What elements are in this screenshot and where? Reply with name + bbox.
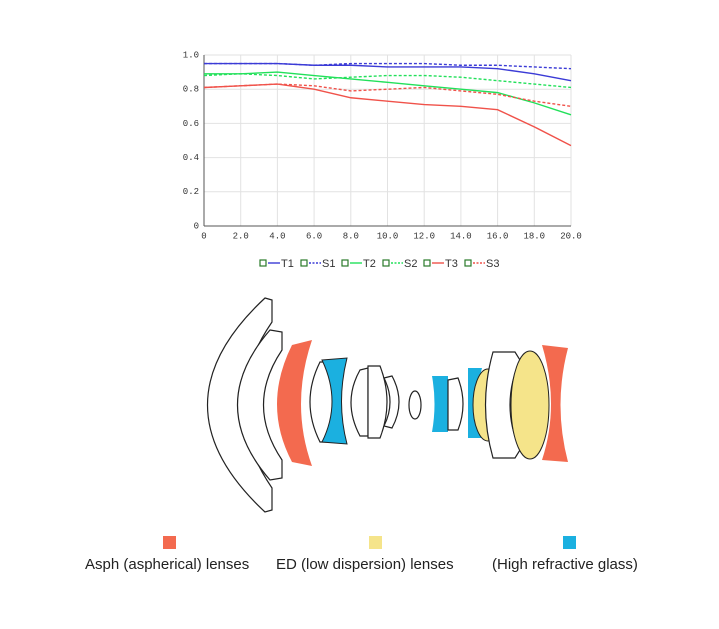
x-tick-label: 4.0	[269, 231, 285, 241]
x-tick-label: 10.0	[377, 231, 399, 241]
y-tick-label: 0	[194, 221, 199, 231]
legend-label: T1	[281, 258, 294, 270]
x-tick-label: 2.0	[233, 231, 249, 241]
lens	[236, 329, 283, 481]
legend-label: S1	[322, 258, 335, 270]
x-tick-label: 12.0	[413, 231, 435, 241]
y-tick-label: 0.8	[183, 85, 199, 95]
legend-icon	[464, 259, 472, 267]
high-refractive-lens	[321, 357, 348, 445]
legend-label: S3	[486, 258, 499, 270]
series-line	[204, 62, 572, 70]
x-tick-label: 14.0	[450, 231, 472, 241]
legend-icon	[382, 259, 390, 267]
series-line	[203, 83, 572, 107]
y-tick-label: 0.4	[183, 153, 199, 163]
y-tick-label: 0.2	[183, 187, 199, 197]
high-refractive-lens	[432, 376, 448, 432]
lens	[408, 390, 422, 420]
lens	[367, 365, 388, 439]
lens-diagram	[207, 297, 568, 513]
legend-label: T3	[445, 258, 458, 270]
legend-icon	[300, 259, 308, 267]
asph-lens	[542, 345, 568, 462]
legend-swatch	[369, 536, 382, 549]
x-tick-label: 6.0	[306, 231, 322, 241]
legend-icon	[423, 259, 431, 267]
x-tick-label: 8.0	[343, 231, 359, 241]
series-line	[203, 73, 572, 89]
ed-lens	[510, 350, 550, 460]
lens	[383, 375, 400, 429]
legend-label: Asph (aspherical) lenses	[85, 556, 249, 573]
legend-swatch	[563, 536, 576, 549]
x-tick-label: 18.0	[523, 231, 545, 241]
lens	[350, 367, 369, 437]
y-tick-label: 1.0	[183, 50, 199, 60]
legend-swatch	[163, 536, 176, 549]
x-tick-label: 16.0	[487, 231, 509, 241]
asph-lens	[277, 340, 312, 466]
legend-label: T2	[363, 258, 376, 270]
legend-icon	[341, 259, 349, 267]
lens	[447, 377, 464, 431]
legend-label: S2	[404, 258, 417, 270]
legend-icon	[259, 259, 267, 267]
legend-label: (High refractive glass)	[492, 556, 638, 573]
x-tick-label: 0	[201, 231, 206, 241]
x-tick-label: 20.0	[560, 231, 582, 241]
y-tick-label: 0.6	[183, 119, 199, 129]
legend-label: ED (low dispersion) lenses	[276, 556, 454, 573]
